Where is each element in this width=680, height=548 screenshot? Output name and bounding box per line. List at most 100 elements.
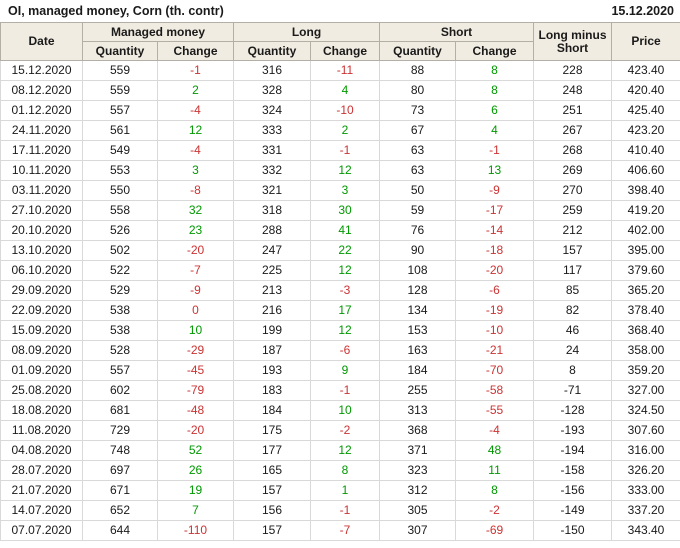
cell-long_quantity: 177 xyxy=(233,440,311,461)
cell-price: 425.40 xyxy=(611,100,680,121)
cell-short_change: -14 xyxy=(455,220,535,241)
cell-managed_change: -20 xyxy=(157,240,234,261)
cell-long_quantity: 187 xyxy=(233,340,311,361)
cell-date: 14.07.2020 xyxy=(0,500,83,521)
cell-long_change: 1 xyxy=(309,480,381,501)
cell-managed_change: -9 xyxy=(157,280,234,301)
cell-long_minus_short: 212 xyxy=(533,220,613,241)
cell-short_change: -20 xyxy=(455,260,535,281)
cell-date: 01.12.2020 xyxy=(0,100,83,121)
cell-price: 379.60 xyxy=(611,260,680,281)
cell-long_minus_short: -158 xyxy=(533,460,613,481)
cell-long_minus_short: 251 xyxy=(533,100,613,121)
cell-short_quantity: 90 xyxy=(379,240,457,261)
cell-managed_change: -110 xyxy=(157,520,234,541)
column-header-long-minus-short: Long minus Short xyxy=(533,22,613,61)
cell-managed_quantity: 644 xyxy=(82,520,158,541)
cell-long_quantity: 213 xyxy=(233,280,311,301)
table-row: 01.09.2020 557 -45 193 9 184 -70 8 359.20 xyxy=(0,360,680,381)
cell-date: 15.09.2020 xyxy=(0,320,83,341)
cell-price: 423.40 xyxy=(611,60,680,81)
cell-short_change: -70 xyxy=(455,360,535,381)
cell-date: 03.11.2020 xyxy=(0,180,83,201)
cell-price: 419.20 xyxy=(611,200,680,221)
cell-managed_change: -4 xyxy=(157,140,234,161)
cell-long_change: -11 xyxy=(309,60,381,81)
cell-short_change: 6 xyxy=(455,100,535,121)
cell-managed_quantity: 557 xyxy=(82,360,158,381)
cell-price: 402.00 xyxy=(611,220,680,241)
cell-price: 368.40 xyxy=(611,320,680,341)
cell-managed_quantity: 526 xyxy=(82,220,158,241)
table-row: 15.09.2020 538 10 199 12 153 -10 46 368.40 xyxy=(0,320,680,341)
cell-price: 326.20 xyxy=(611,460,680,481)
cell-short_quantity: 80 xyxy=(379,80,457,101)
cell-managed_change: -4 xyxy=(157,100,234,121)
cell-long_minus_short: -128 xyxy=(533,400,613,421)
cell-long_quantity: 157 xyxy=(233,480,311,501)
cell-short_change: -21 xyxy=(455,340,535,361)
cell-long_change: 12 xyxy=(309,320,381,341)
cell-long_quantity: 165 xyxy=(233,460,311,481)
cell-managed_quantity: 549 xyxy=(82,140,158,161)
table-row: 22.09.2020 538 0 216 17 134 -19 82 378.40 xyxy=(0,300,680,321)
cell-managed_quantity: 553 xyxy=(82,160,158,181)
group-header-managed-money: Managed money xyxy=(82,22,234,42)
cell-long_quantity: 156 xyxy=(233,500,311,521)
cell-price: 307.60 xyxy=(611,420,680,441)
cell-short_quantity: 63 xyxy=(379,140,457,161)
table-row: 08.09.2020 528 -29 187 -6 163 -21 24 358.00 xyxy=(0,340,680,361)
cell-long_quantity: 193 xyxy=(233,360,311,381)
cell-price: 395.00 xyxy=(611,240,680,261)
cell-date: 06.10.2020 xyxy=(0,260,83,281)
table-row: 29.09.2020 529 -9 213 -3 128 -6 85 365.20 xyxy=(0,280,680,301)
cell-price: 333.00 xyxy=(611,480,680,501)
cell-managed_quantity: 652 xyxy=(82,500,158,521)
cell-short_change: -6 xyxy=(455,280,535,301)
cell-long_quantity: 321 xyxy=(233,180,311,201)
table-row: 06.10.2020 522 -7 225 12 108 -20 117 379.60 xyxy=(0,260,680,281)
cell-managed_quantity: 522 xyxy=(82,260,158,281)
cell-long_change: -1 xyxy=(309,140,381,161)
cell-managed_quantity: 697 xyxy=(82,460,158,481)
column-header-date: Date xyxy=(0,22,83,61)
cell-long_change: -6 xyxy=(309,340,381,361)
cell-managed_quantity: 748 xyxy=(82,440,158,461)
cell-date: 08.09.2020 xyxy=(0,340,83,361)
cell-short_quantity: 50 xyxy=(379,180,457,201)
table-row: 27.10.2020 558 32 318 30 59 -17 259 419.20 xyxy=(0,200,680,221)
cell-managed_change: -8 xyxy=(157,180,234,201)
cell-managed_change: -79 xyxy=(157,380,234,401)
cell-short_change: 8 xyxy=(455,60,535,81)
cell-long_minus_short: 85 xyxy=(533,280,613,301)
cell-short_change: -1 xyxy=(455,140,535,161)
cell-managed_quantity: 681 xyxy=(82,400,158,421)
cell-long_quantity: 328 xyxy=(233,80,311,101)
table-row: 18.08.2020 681 -48 184 10 313 -55 -128 324.50 xyxy=(0,400,680,421)
cell-short_quantity: 76 xyxy=(379,220,457,241)
cell-long_minus_short: 24 xyxy=(533,340,613,361)
group-header-long: Long xyxy=(232,22,381,42)
cell-long_change: 3 xyxy=(309,180,381,201)
cell-long_minus_short: 267 xyxy=(533,120,613,141)
table-row: 13.10.2020 502 -20 247 22 90 -18 157 395.00 xyxy=(0,240,680,261)
cell-managed_change: -7 xyxy=(157,260,234,281)
cell-short_quantity: 307 xyxy=(379,520,457,541)
cell-short_change: -58 xyxy=(455,380,535,401)
cell-long_change: 41 xyxy=(309,220,381,241)
cell-short_quantity: 128 xyxy=(379,280,457,301)
cell-price: 359.20 xyxy=(611,360,680,381)
cell-managed_change: 23 xyxy=(157,220,234,241)
cell-short_change: -9 xyxy=(455,180,535,201)
cell-long_change: -1 xyxy=(309,500,381,521)
cell-date: 21.07.2020 xyxy=(0,480,83,501)
table-body: 15.12.2020 559 -1 316 -11 88 8 228 423.40 08.12.2… xyxy=(0,60,680,541)
cell-price: 420.40 xyxy=(611,80,680,101)
cell-short_quantity: 153 xyxy=(379,320,457,341)
cell-short_quantity: 88 xyxy=(379,60,457,81)
cell-managed_quantity: 528 xyxy=(82,340,158,361)
cell-long_change: -7 xyxy=(309,520,381,541)
table-row: 28.07.2020 697 26 165 8 323 11 -158 326.20 xyxy=(0,460,680,481)
cell-short_change: -4 xyxy=(455,420,535,441)
cell-date: 24.11.2020 xyxy=(0,120,83,141)
